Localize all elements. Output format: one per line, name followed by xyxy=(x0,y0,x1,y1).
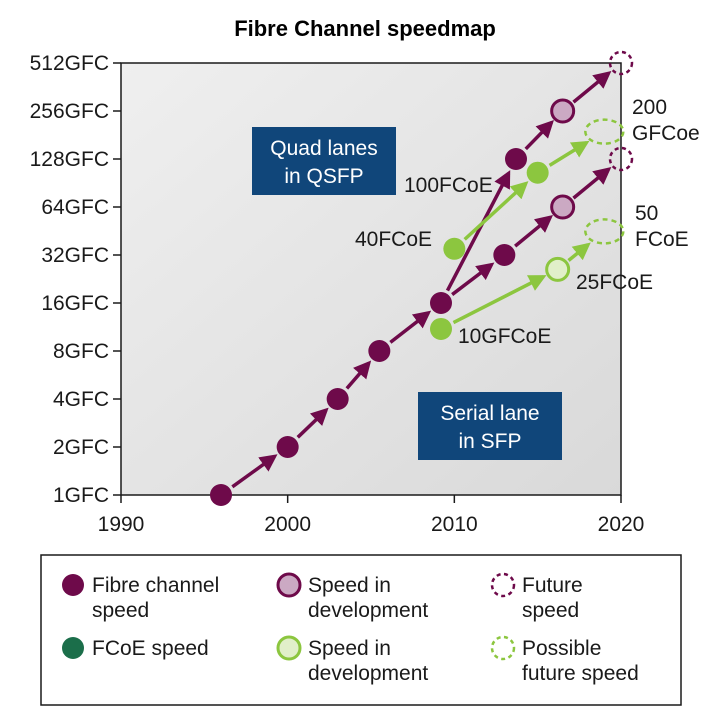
legend-label: Speed in xyxy=(308,637,391,660)
legend-label: future speed xyxy=(522,662,639,685)
marker-solid xyxy=(526,161,549,184)
marker-solid xyxy=(505,148,527,170)
marker-solid xyxy=(62,574,84,596)
trend-arrow xyxy=(451,262,495,296)
y-tick-label: 4GFC xyxy=(53,388,109,411)
label-100fcoe: 100FCoE xyxy=(404,174,493,197)
x-tick-label: 1990 xyxy=(98,513,145,536)
quad-lanes-line-2: in QSFP xyxy=(284,165,363,188)
quad-lanes-box: Quad lanes in QSFP xyxy=(252,127,396,195)
trend-arrow xyxy=(345,360,372,390)
label-40fcoe: 40FCoE xyxy=(355,228,432,251)
y-tick-label: 256GFC xyxy=(30,100,109,123)
legend-label: Possible xyxy=(522,637,601,660)
serial-lane-box: Serial lane in SFP xyxy=(418,392,562,460)
quad-lanes-line-1: Quad lanes xyxy=(270,137,377,160)
trend-arrow xyxy=(567,242,591,262)
label-200gfcoe-line-2: GFCoe xyxy=(632,122,700,145)
label-25fcoe: 25FCoE xyxy=(576,271,653,294)
legend-box xyxy=(40,554,682,706)
y-tick-label: 16GFC xyxy=(41,292,109,315)
serial-lane-line-1: Serial lane xyxy=(440,402,539,425)
trend-arrow xyxy=(452,275,547,325)
legend-label: Fibre channel xyxy=(92,574,219,597)
label-50fcoe-line-1: 50 xyxy=(635,202,658,225)
trend-arrow xyxy=(514,214,554,248)
x-tick-label: 2020 xyxy=(598,513,645,536)
y-tick-label: 2GFC xyxy=(53,436,109,459)
x-axis: 1990 2000 2010 2020 xyxy=(98,495,645,536)
label-200gfcoe-line-1: 200 xyxy=(632,96,667,119)
data-points xyxy=(210,50,634,506)
trend-arrow xyxy=(389,310,432,344)
chart-title: Fibre Channel speedmap xyxy=(234,16,496,41)
y-tick-label: 32GFC xyxy=(41,244,109,267)
trend-arrow xyxy=(572,166,612,200)
label-50fcoe-line-2: FCoE xyxy=(635,228,689,251)
legend-label: development xyxy=(308,662,428,685)
marker-development xyxy=(276,572,302,598)
marker-future xyxy=(490,635,516,661)
marker-solid xyxy=(368,340,391,362)
trend-arrow xyxy=(572,70,612,104)
serial-lane-line-2: in SFP xyxy=(458,430,521,453)
marker-solid xyxy=(493,244,516,266)
marker-development xyxy=(276,635,302,661)
y-tick-label: 8GFC xyxy=(53,340,109,363)
x-tick-label: 2000 xyxy=(264,513,311,536)
legend-label: speed xyxy=(92,599,149,622)
marker-solid xyxy=(430,317,452,340)
legend-label: development xyxy=(308,599,428,622)
marker-solid xyxy=(210,484,232,506)
legend-label: FCoE speed xyxy=(92,637,209,660)
legend-label: Speed in xyxy=(308,574,391,597)
legend-label: speed xyxy=(522,599,579,622)
trend-arrow xyxy=(296,407,329,439)
marker-solid xyxy=(276,436,299,458)
marker-future xyxy=(608,146,634,172)
trend-arrow xyxy=(445,170,511,292)
progression-arrows xyxy=(231,70,612,489)
trend-arrow xyxy=(231,454,278,489)
marker-solid xyxy=(430,292,452,314)
marker-development xyxy=(550,194,576,220)
y-tick-label: 128GFC xyxy=(30,148,109,171)
trend-arrow xyxy=(463,181,529,241)
trend-arrow xyxy=(524,119,554,151)
y-tick-label: 512GFC xyxy=(30,52,109,75)
marker-solid xyxy=(443,237,466,260)
marker-solid xyxy=(62,637,84,659)
y-tick-label: 64GFC xyxy=(41,196,109,219)
marker-future xyxy=(608,50,634,76)
marker-future xyxy=(584,118,625,145)
legend-item: FCoE speed xyxy=(62,637,209,660)
label-10gfcoe: 10GFCoE xyxy=(458,325,551,348)
marker-development xyxy=(550,98,576,124)
marker-development xyxy=(545,256,571,282)
marker-future xyxy=(490,572,516,598)
marker-future xyxy=(584,218,625,245)
legend-label: Future xyxy=(522,574,583,597)
y-axis: 1GFC 2GFC 4GFC 8GFC 16GFC 32GFC 64GFC 128GFC 256… xyxy=(30,52,121,507)
x-tick-label: 2010 xyxy=(431,513,478,536)
trend-arrow xyxy=(548,140,590,167)
marker-solid xyxy=(326,388,349,410)
y-tick-label: 1GFC xyxy=(53,484,109,507)
